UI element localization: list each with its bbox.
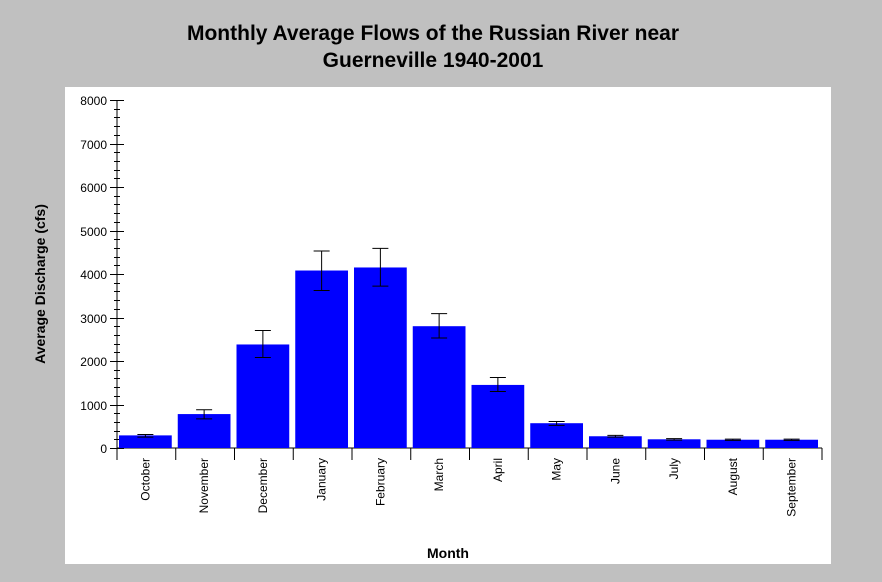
x-tick-label: December bbox=[256, 458, 270, 513]
bar-january bbox=[295, 270, 348, 448]
x-tick-label: April bbox=[491, 458, 505, 482]
y-tick-label: 5000 bbox=[80, 225, 107, 239]
y-tick-label: 4000 bbox=[80, 268, 107, 282]
bar-december bbox=[236, 344, 290, 448]
chart-title: Monthly Average Flows of the Russian Riv… bbox=[0, 20, 866, 74]
chart-title-line-2: Guerneville 1940-2001 bbox=[322, 49, 544, 72]
x-tick-label: November bbox=[197, 458, 211, 513]
x-tick-label: September bbox=[785, 458, 799, 517]
x-axis-label: Month bbox=[427, 545, 469, 561]
bar-april bbox=[471, 384, 525, 448]
plot-panel: 0 1000 2000 3000 4000 5000 6000 7000 8000 October… bbox=[65, 87, 831, 564]
bar-september bbox=[765, 439, 818, 448]
y-tick-label: 2000 bbox=[80, 355, 107, 369]
x-tick-label: August bbox=[726, 457, 740, 495]
bar-february bbox=[354, 267, 407, 448]
x-tick-label: March bbox=[432, 458, 446, 491]
x-tick-label: October bbox=[138, 458, 152, 501]
bar-june bbox=[589, 436, 642, 448]
x-tick-label: February bbox=[373, 458, 387, 506]
x-tick-label: July bbox=[667, 458, 681, 479]
y-tick-label: 7000 bbox=[80, 138, 107, 152]
y-tick-label: 0 bbox=[100, 442, 107, 456]
bar-august bbox=[706, 439, 760, 448]
bar-may bbox=[530, 423, 583, 448]
bar-november bbox=[177, 414, 231, 448]
x-tick-label: June bbox=[608, 458, 622, 484]
y-tick-label: 1000 bbox=[80, 399, 107, 413]
y-tick-label: 6000 bbox=[80, 181, 107, 195]
chart-title-line-1: Monthly Average Flows of the Russian Riv… bbox=[186, 22, 680, 45]
y-tick-label: 3000 bbox=[80, 312, 107, 326]
y-tick-label: 8000 bbox=[80, 94, 107, 108]
bar-october bbox=[119, 435, 172, 448]
x-tick-label: May bbox=[550, 458, 564, 481]
bar-chart: 0 1000 2000 3000 4000 5000 6000 7000 8000 October… bbox=[80, 94, 823, 517]
x-tick-label: January bbox=[315, 458, 329, 501]
bar-july bbox=[647, 439, 701, 448]
y-axis-label: Average Discharge (cfs) bbox=[32, 204, 48, 364]
bar-march bbox=[412, 326, 466, 448]
